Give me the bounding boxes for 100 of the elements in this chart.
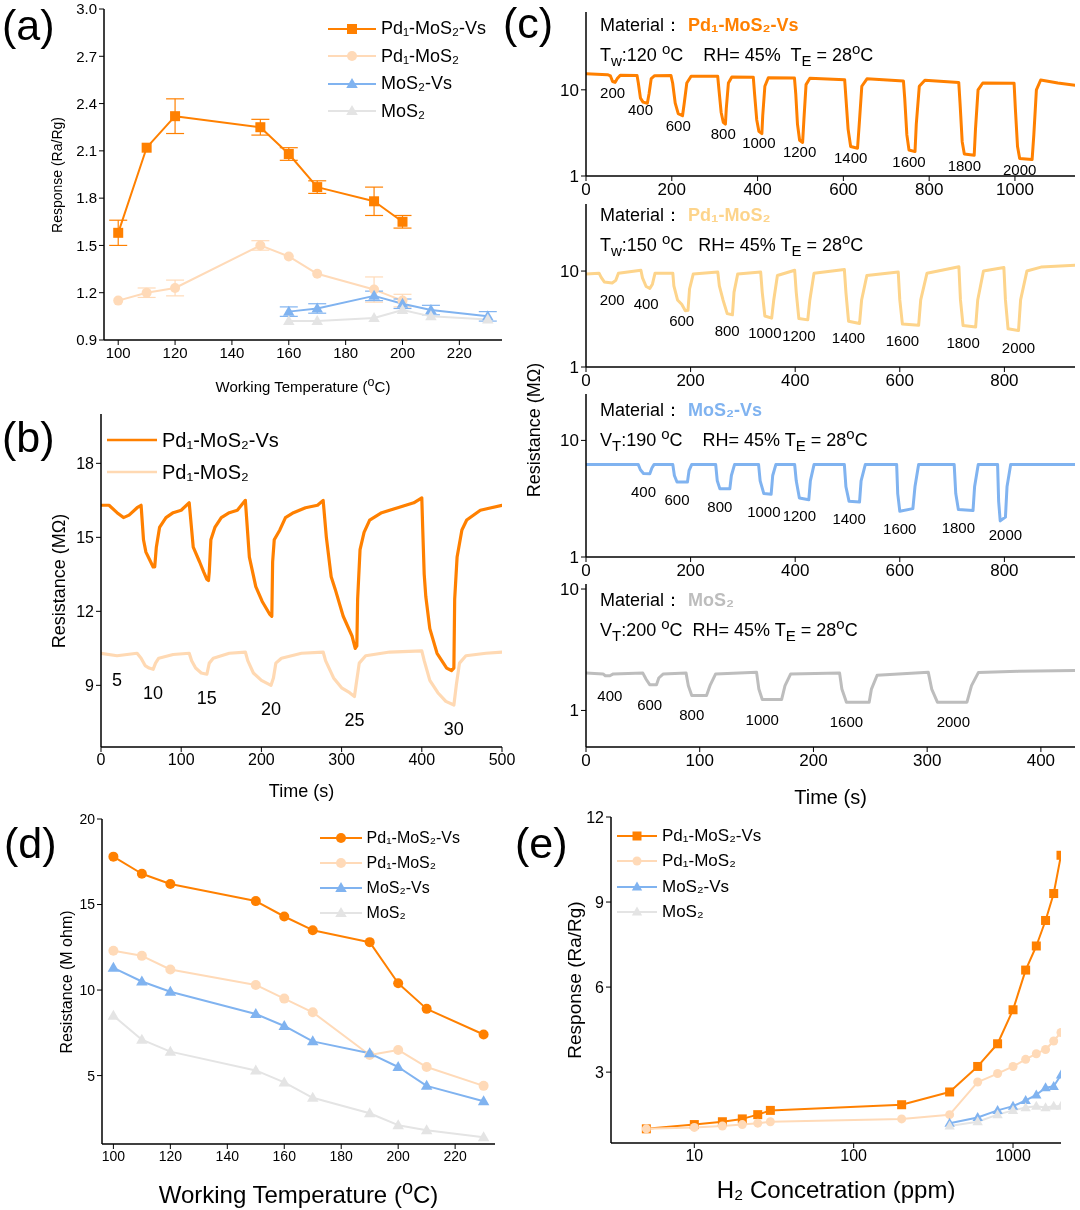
annotation: 2000 xyxy=(1001,338,1036,356)
annotation: 1800 xyxy=(946,333,980,351)
legend-label: MoS₂-Vs xyxy=(380,73,452,95)
x-tick-label: 160 xyxy=(272,1147,297,1164)
x-tick-label: 100 xyxy=(685,751,714,771)
point xyxy=(250,1064,262,1075)
point xyxy=(283,315,295,326)
x-tick-label: 100 xyxy=(101,1147,126,1164)
x-tick-label: 800 xyxy=(914,180,944,200)
legend-label: Pd₁-MoS₂ xyxy=(662,851,736,872)
y-axis-title: Response (Ra/Rg) xyxy=(563,901,585,1059)
chart-title: (b) xyxy=(2,413,55,461)
point xyxy=(250,1008,262,1018)
y-axis-title: Resistance (MΩ) xyxy=(49,513,70,648)
x-tick-label: 120 xyxy=(158,1147,183,1164)
y-tick-label: 1.5 xyxy=(76,236,97,254)
annotation: 1000 xyxy=(742,133,776,151)
annotation: 25 xyxy=(344,710,365,731)
point xyxy=(136,868,147,879)
legend-label: Pd₁-MoS₂ xyxy=(162,460,249,484)
point xyxy=(113,227,124,238)
x-tick-label: 0 xyxy=(96,751,106,769)
y-tick-label: 1.2 xyxy=(76,284,97,302)
annotation: 400 xyxy=(627,100,653,118)
legend-label: Pd₁-MoS₂ xyxy=(366,853,436,872)
x-tick-label: 140 xyxy=(215,1147,240,1164)
x-tick-label: 200 xyxy=(657,180,686,200)
x-tick-label: 300 xyxy=(328,751,356,769)
annotation: 600 xyxy=(669,311,695,329)
x-tick-label: 400 xyxy=(781,371,810,391)
annotation: 2000 xyxy=(936,712,970,730)
point xyxy=(141,142,152,153)
legend-label: Pd₁-MoS₂ xyxy=(380,45,459,67)
annotation: 5 xyxy=(112,669,123,690)
x-tick-label: 200 xyxy=(386,1147,411,1164)
point xyxy=(421,1003,432,1014)
annotation: 10 xyxy=(143,683,164,704)
y-tick-label: 9 xyxy=(85,677,95,695)
point xyxy=(278,1019,291,1030)
x-tick-label: 600 xyxy=(885,561,914,581)
x-axis-title: Time (s) xyxy=(268,781,335,802)
point xyxy=(283,149,294,160)
x-tick-label: 120 xyxy=(162,343,188,361)
y-tick-label: 10 xyxy=(79,982,96,999)
x-tick-label: 800 xyxy=(990,561,1019,581)
y-tick-label: 2.1 xyxy=(76,142,97,160)
annotation: 1400 xyxy=(832,509,866,527)
point xyxy=(396,304,409,315)
annotation: 2000 xyxy=(1002,160,1037,178)
point xyxy=(392,1061,404,1072)
x-tick-label: 1000 xyxy=(996,180,1034,200)
point xyxy=(250,896,261,907)
y-tick-label: 10 xyxy=(560,80,579,100)
y-tick-label: 9 xyxy=(595,893,605,911)
y-tick-label: 10 xyxy=(560,262,579,282)
annotation: 1800 xyxy=(947,156,982,174)
legend-label: MoS₂ xyxy=(380,100,425,122)
chart-title: (c) xyxy=(503,0,554,47)
point xyxy=(250,979,261,990)
x-tick-label: 1000 xyxy=(995,1147,1031,1165)
annotation: 30 xyxy=(443,719,464,740)
x-axis-title: H₂ Concetration (ppm) xyxy=(716,1175,956,1203)
annotation: 1200 xyxy=(782,506,817,524)
x-tick-label: 400 xyxy=(1026,751,1056,771)
y-tick-label: 1 xyxy=(569,167,579,187)
annotation: 20 xyxy=(261,699,282,720)
annotation: 400 xyxy=(631,482,657,499)
annotation: 1200 xyxy=(782,326,816,344)
chart-title: (d) xyxy=(4,819,57,867)
chart-title: (a) xyxy=(2,1,55,49)
x-tick-label: 400 xyxy=(408,751,436,769)
point xyxy=(312,182,323,193)
x-tick-label: 200 xyxy=(676,561,705,581)
annotation: 200 xyxy=(599,290,625,308)
y-axis-title: Response (Ra/Rg) xyxy=(49,116,66,233)
point xyxy=(478,1080,489,1091)
point xyxy=(420,1079,433,1090)
annotation: 1600 xyxy=(883,519,917,537)
point xyxy=(279,911,290,922)
legend-label: Pd₁-MoS₂-Vs xyxy=(380,18,486,40)
x-tick-label: 300 xyxy=(912,751,942,771)
y-tick-label: 1 xyxy=(569,358,579,378)
x-tick-label: 100 xyxy=(167,751,195,769)
annotation: 1000 xyxy=(748,323,782,341)
line-series xyxy=(101,496,502,673)
point xyxy=(307,925,318,936)
point xyxy=(368,311,380,322)
annotation: 2000 xyxy=(988,525,1023,543)
annotation: Material： xyxy=(600,590,683,611)
point xyxy=(113,295,124,306)
y-axis-title: Resistance (MΩ) xyxy=(524,362,545,498)
x-tick-label: 200 xyxy=(248,751,275,769)
point xyxy=(307,1007,318,1018)
point xyxy=(311,315,323,326)
point xyxy=(306,1035,319,1046)
x-axis-title: Working Temperature ($^{o}$C) xyxy=(158,1175,439,1208)
x-tick-label: 800 xyxy=(990,371,1019,391)
point xyxy=(312,268,323,279)
text: T$_{w}$:120 $^{o}$C RH= 45% T$_{E}$ = 28$^{o}$C xyxy=(600,39,874,69)
y-tick-label: 2.4 xyxy=(76,94,97,112)
